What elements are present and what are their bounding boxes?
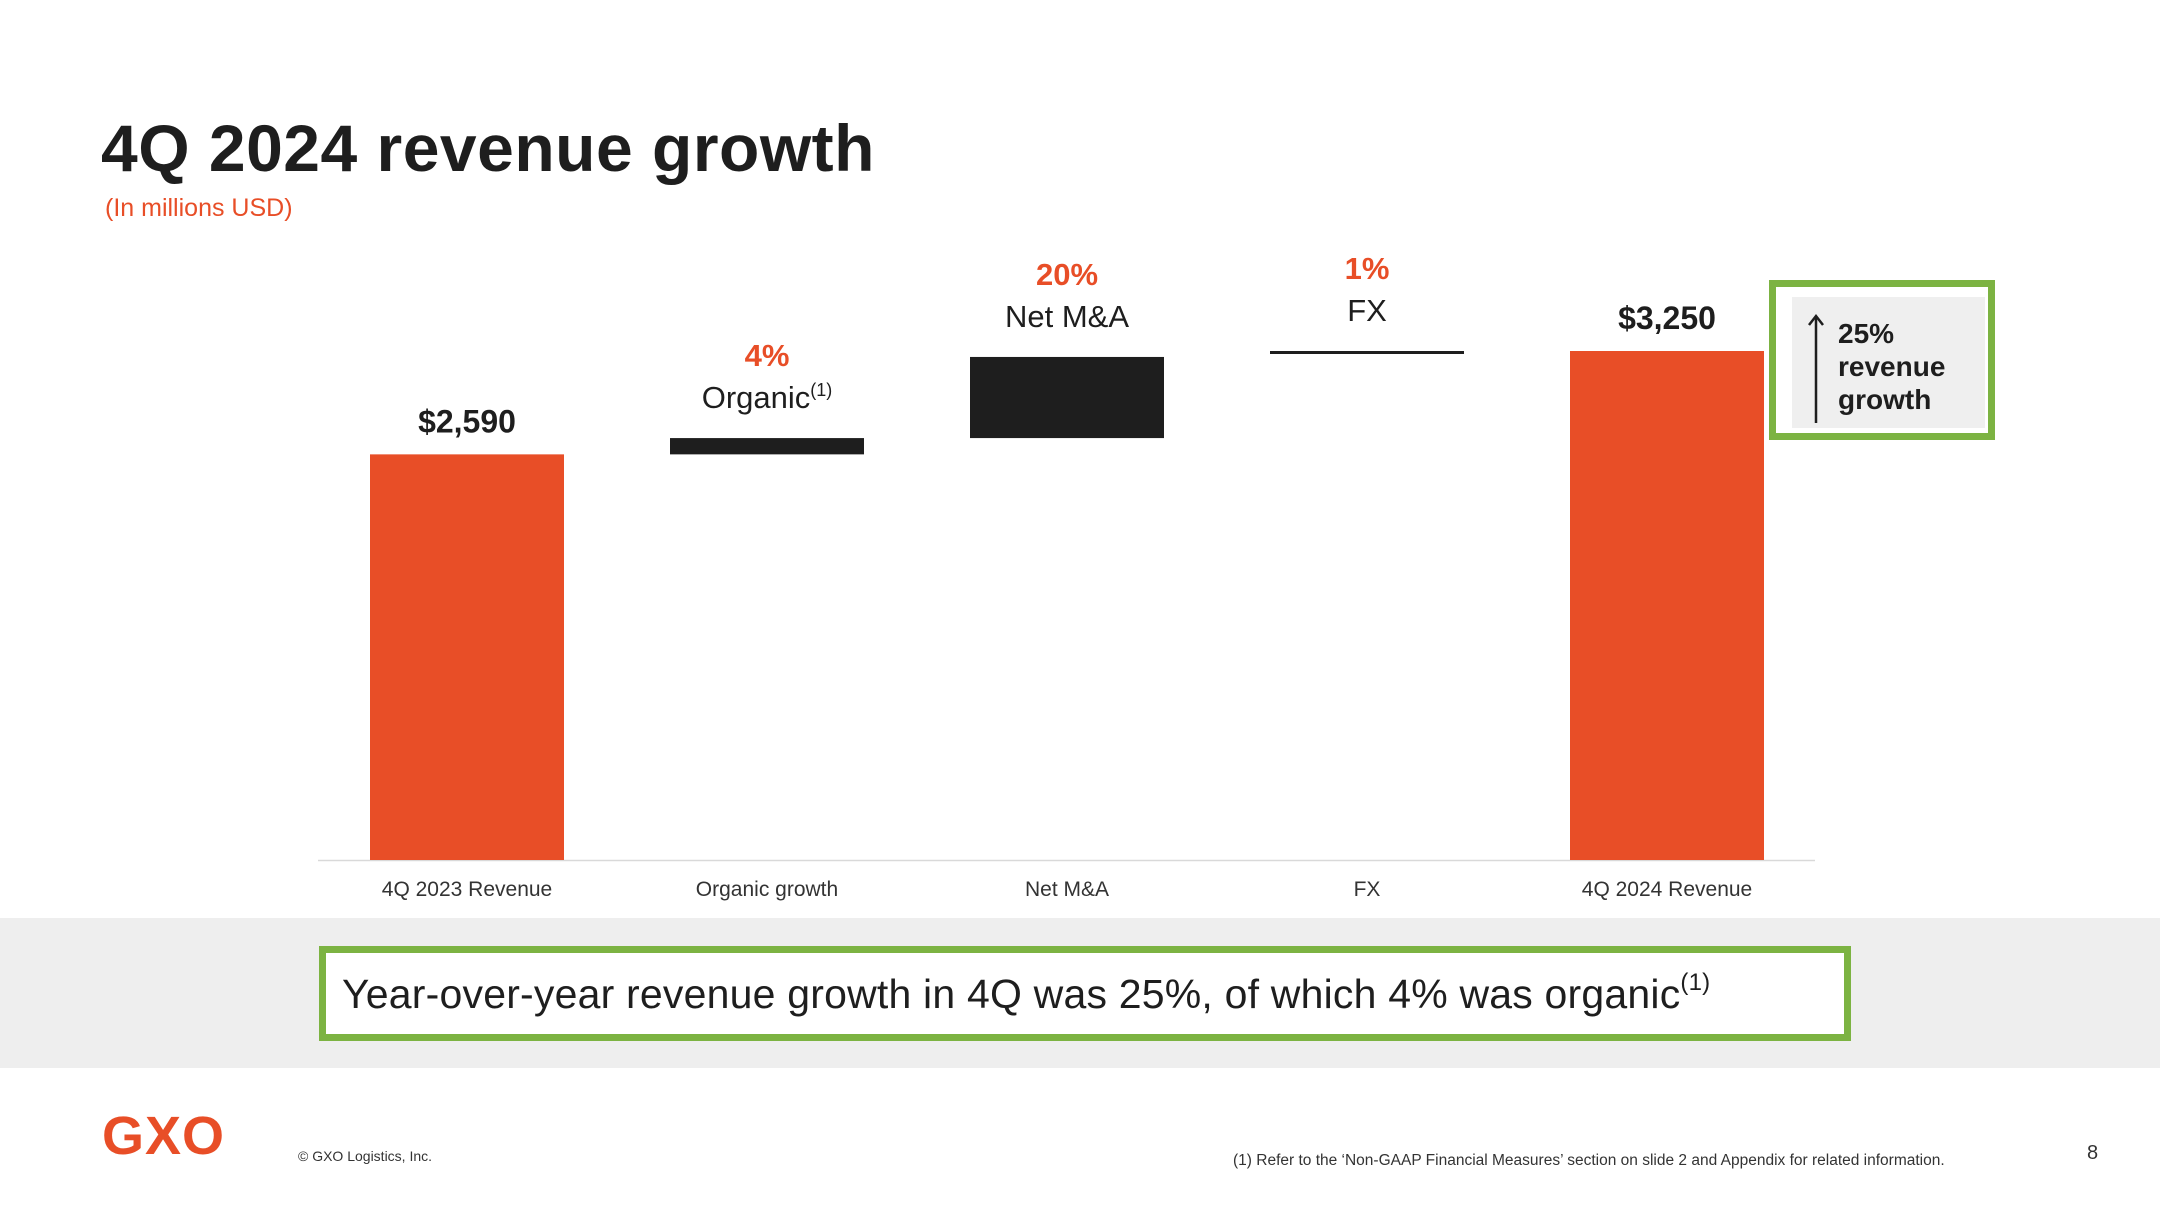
revenue-growth-box: 25% revenue growth: [1769, 280, 1995, 440]
step-name-marker-1: (1): [810, 380, 832, 400]
callout-text: Year-over-year revenue growth in 4Q was …: [342, 969, 1710, 1018]
copyright-text: © GXO Logistics, Inc.: [298, 1148, 433, 1164]
gxo-logo: GXO: [102, 1106, 226, 1166]
callout-box: Year-over-year revenue growth in 4Q was …: [319, 946, 1851, 1041]
percent-label-3: 1%: [1345, 251, 1390, 286]
footnote-text: (1) Refer to the ‘Non-GAAP Financial Mea…: [1233, 1152, 1945, 1169]
bar-3: [1270, 351, 1464, 354]
callout-footnote-marker: (1): [1680, 969, 1711, 996]
step-name-label-3: FX: [1347, 293, 1387, 328]
revenue-growth-percent: 25%: [1838, 318, 1895, 349]
x-tick-label-0: 4Q 2023 Revenue: [382, 878, 552, 901]
page-title: 4Q 2024 revenue growth: [101, 111, 875, 185]
bar-2: [970, 356, 1164, 439]
x-tick-label-3: FX: [1354, 878, 1381, 901]
revenue-growth-line2: revenue: [1838, 351, 1946, 382]
step-name-label-2: Net M&A: [1005, 299, 1129, 334]
page-subtitle: (In millions USD): [105, 194, 293, 222]
value-label-0: $2,590: [418, 403, 516, 439]
percent-label-2: 20%: [1036, 257, 1098, 292]
revenue-growth-text: 25% revenue growth: [1838, 317, 1988, 416]
x-tick-label-2: Net M&A: [1025, 878, 1109, 901]
x-tick-label-4: 4Q 2024 Revenue: [1582, 878, 1752, 901]
up-arrow-icon: [1808, 313, 1824, 423]
x-tick-label-1: Organic growth: [696, 878, 838, 901]
percent-label-1: 4%: [745, 338, 790, 373]
value-label-4: $3,250: [1618, 300, 1716, 336]
bar-0: [370, 454, 564, 860]
callout-sentence: Year-over-year revenue growth in 4Q was …: [342, 971, 1681, 1017]
revenue-growth-panel: 25% revenue growth: [1792, 297, 1985, 428]
step-name-label-1: Organic(1): [702, 380, 833, 415]
waterfall-chart: 4Q 2023 Revenue $2,590 Organic growth 4% Org…: [318, 251, 1815, 901]
bar-1: [670, 438, 864, 455]
bar-4: [1570, 351, 1764, 860]
revenue-growth-line3: growth: [1838, 384, 1932, 415]
page-number: 8: [2087, 1142, 2099, 1164]
